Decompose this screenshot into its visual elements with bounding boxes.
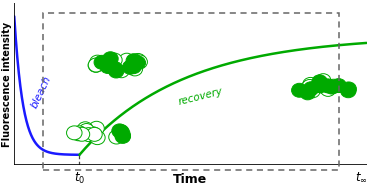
Ellipse shape xyxy=(114,64,129,78)
Ellipse shape xyxy=(122,60,138,74)
Ellipse shape xyxy=(115,129,131,143)
Ellipse shape xyxy=(108,64,124,78)
Ellipse shape xyxy=(100,60,115,74)
Ellipse shape xyxy=(113,125,129,139)
Ellipse shape xyxy=(71,127,86,141)
Text: $t_\infty$: $t_\infty$ xyxy=(355,171,368,184)
Ellipse shape xyxy=(119,53,135,67)
Ellipse shape xyxy=(88,58,104,72)
Text: Time: Time xyxy=(173,173,208,186)
Ellipse shape xyxy=(303,77,318,91)
Ellipse shape xyxy=(126,54,142,68)
Ellipse shape xyxy=(90,55,105,69)
Ellipse shape xyxy=(87,127,102,141)
Ellipse shape xyxy=(130,53,146,67)
Ellipse shape xyxy=(311,78,326,92)
Ellipse shape xyxy=(79,124,94,137)
Ellipse shape xyxy=(90,131,105,145)
Ellipse shape xyxy=(126,60,141,74)
Ellipse shape xyxy=(322,79,337,93)
Ellipse shape xyxy=(312,75,327,89)
Ellipse shape xyxy=(115,129,131,143)
Ellipse shape xyxy=(81,128,96,142)
Ellipse shape xyxy=(86,127,101,141)
Ellipse shape xyxy=(132,55,147,69)
Ellipse shape xyxy=(89,121,104,135)
Ellipse shape xyxy=(130,56,145,70)
Ellipse shape xyxy=(320,79,336,93)
Ellipse shape xyxy=(109,62,124,76)
Ellipse shape xyxy=(88,58,104,72)
Ellipse shape xyxy=(107,53,122,67)
Text: recovery: recovery xyxy=(177,87,224,107)
Ellipse shape xyxy=(324,80,340,94)
Ellipse shape xyxy=(315,74,331,88)
Ellipse shape xyxy=(94,55,110,69)
Ellipse shape xyxy=(109,130,124,144)
Ellipse shape xyxy=(313,79,328,93)
Ellipse shape xyxy=(103,52,118,66)
Ellipse shape xyxy=(300,86,315,100)
Ellipse shape xyxy=(302,80,317,93)
Ellipse shape xyxy=(326,79,341,93)
Text: $t_0$: $t_0$ xyxy=(74,171,85,186)
Ellipse shape xyxy=(127,59,142,73)
Ellipse shape xyxy=(320,82,336,96)
Ellipse shape xyxy=(301,82,317,96)
Ellipse shape xyxy=(107,61,122,75)
Ellipse shape xyxy=(341,82,356,96)
Ellipse shape xyxy=(340,84,356,98)
Text: bleach: bleach xyxy=(30,74,54,110)
Ellipse shape xyxy=(74,127,90,141)
Ellipse shape xyxy=(331,79,346,93)
Ellipse shape xyxy=(315,79,331,93)
Ellipse shape xyxy=(77,122,93,136)
Ellipse shape xyxy=(114,126,130,140)
Ellipse shape xyxy=(67,126,82,140)
Ellipse shape xyxy=(305,84,320,98)
Ellipse shape xyxy=(112,124,127,138)
Text: Fluorescence intensity: Fluorescence intensity xyxy=(2,21,12,146)
Ellipse shape xyxy=(292,83,307,97)
Ellipse shape xyxy=(303,82,319,96)
Ellipse shape xyxy=(127,62,142,76)
Ellipse shape xyxy=(71,126,87,140)
